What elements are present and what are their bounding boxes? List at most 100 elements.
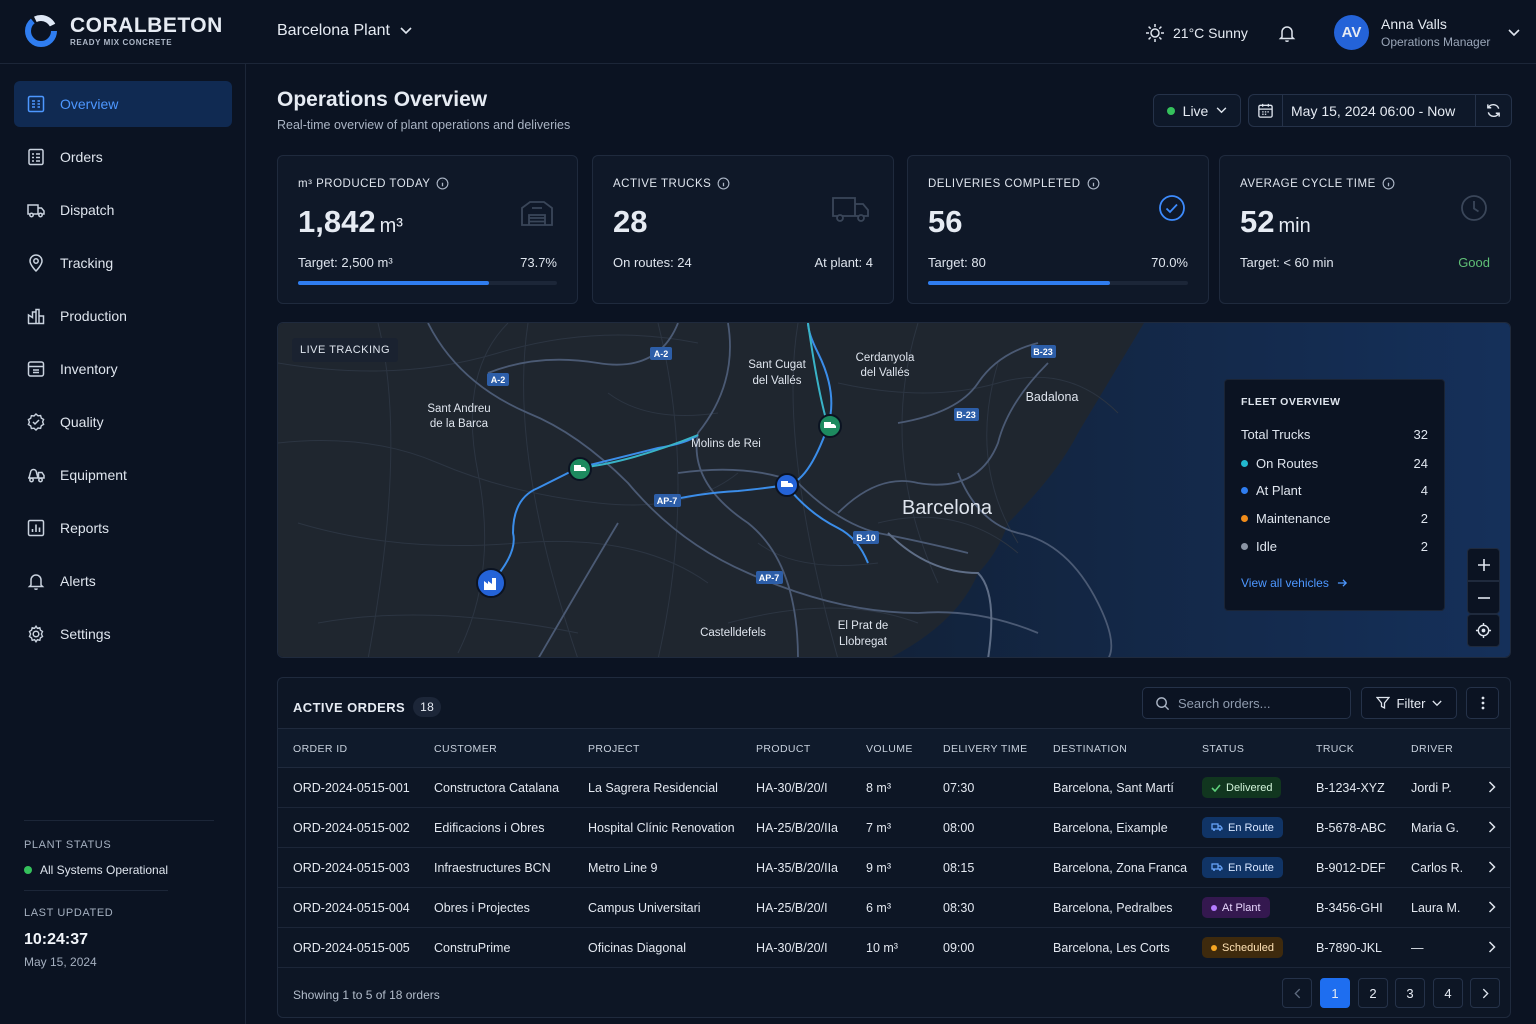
cell-project: La Sagrera Residencial [588, 781, 718, 795]
column-header[interactable]: ORDER ID [293, 743, 348, 755]
sidebar-item-equipment[interactable]: Equipment [14, 452, 232, 498]
calendar-button[interactable] [1249, 95, 1283, 126]
live-mode-dropdown[interactable]: Live [1153, 94, 1241, 127]
view-all-vehicles-link[interactable]: View all vehicles [1241, 576, 1348, 590]
live-tracking-map[interactable]: Sant Andreu de la Barca Sant Cugat del V… [277, 322, 1511, 658]
cell-customer: Edificacions i Obres [434, 821, 545, 835]
column-header[interactable]: DELIVERY TIME [943, 743, 1028, 755]
plant-status-panel: PLANT STATUS All Systems Operational LAS… [24, 820, 214, 969]
table-row[interactable]: ORD-2024-0515-005 ConstruPrime Oficinas … [278, 928, 1510, 968]
live-tracking-tag: LIVE TRACKING [292, 338, 399, 362]
pagination-page-2[interactable]: 2 [1358, 978, 1388, 1008]
orders-count-badge: 18 [413, 697, 442, 717]
plant-marker[interactable] [476, 568, 506, 598]
user-menu[interactable]: AV Anna Valls Operations Manager [1334, 15, 1520, 50]
kpi-card-deliveries[interactable]: DELIVERIES COMPLETED 56 Target: 80 70.0% [907, 155, 1209, 304]
cell-driver: Maria G. [1411, 821, 1459, 835]
pagination-page-3[interactable]: 3 [1395, 978, 1425, 1008]
search-placeholder: Search orders... [1178, 695, 1271, 711]
user-role: Operations Manager [1381, 35, 1491, 49]
city-ring [887, 532, 993, 657]
cell-order-id: ORD-2024-0515-001 [293, 781, 410, 795]
sidebar-item-alerts[interactable]: Alerts [14, 558, 232, 604]
sidebar-item-production[interactable]: Production [14, 293, 232, 339]
zoom-in-button[interactable] [1467, 548, 1500, 581]
cell-project: Oficinas Diagonal [588, 941, 686, 955]
plant-name: Barcelona Plant [277, 22, 390, 39]
sidebar-item-inventory[interactable]: Inventory [14, 346, 232, 392]
column-header[interactable]: CUSTOMER [434, 743, 498, 755]
cell-order-id: ORD-2024-0515-002 [293, 821, 410, 835]
column-header[interactable]: DRIVER [1411, 743, 1454, 755]
kpi-card-produced[interactable]: m³ PRODUCED TODAY 1,842 m³ Target: 2,500 … [277, 155, 578, 304]
column-header[interactable]: VOLUME [866, 743, 913, 755]
brand-tagline: READY MIX CONCRETE [70, 37, 173, 47]
plant-selector[interactable]: Barcelona Plant [277, 22, 412, 40]
status-badge-at-plant: At Plant [1202, 897, 1270, 918]
locate-button[interactable] [1467, 614, 1500, 647]
kpi-value: 52 min [1240, 204, 1311, 240]
column-header[interactable]: PROJECT [588, 743, 640, 755]
sidebar-item-dispatch[interactable]: Dispatch [14, 187, 232, 233]
fleet-label-wrap: Maintenance [1241, 511, 1330, 526]
column-header[interactable]: STATUS [1202, 743, 1245, 755]
kpi-unit: m³ [379, 215, 403, 237]
sidebar-item-orders[interactable]: Orders [14, 134, 232, 180]
sidebar-item-reports[interactable]: Reports [14, 505, 232, 551]
truck-marker-green-1[interactable] [568, 457, 592, 481]
sidebar-item-tracking[interactable]: Tracking [14, 240, 232, 286]
plant-status-value: All Systems Operational [24, 863, 214, 877]
kpi-card-active-trucks[interactable]: ACTIVE TRUCKS 28 On routes: 24 At plant:… [592, 155, 894, 304]
table-row[interactable]: ORD-2024-0515-002 Edificacions i Obres H… [278, 808, 1510, 848]
zoom-out-button[interactable] [1467, 581, 1500, 614]
refresh-button[interactable] [1475, 95, 1511, 126]
notifications-button[interactable] [1277, 23, 1297, 48]
pagination-page-4[interactable]: 4 [1433, 978, 1463, 1008]
brand[interactable]: CORALBETON READY MIX CONCRETE [24, 14, 223, 48]
filter-icon [1375, 696, 1390, 710]
column-header[interactable]: TRUCK [1316, 743, 1355, 755]
sun-icon [1146, 24, 1164, 42]
plant-status-label: PLANT STATUS [24, 839, 112, 851]
refresh-icon [1487, 103, 1500, 118]
status-badge-en-route: En Route [1202, 857, 1283, 878]
search-orders-input[interactable]: Search orders... [1142, 687, 1351, 719]
sidebar-item-overview[interactable]: Overview [14, 81, 232, 127]
sidebar-item-label: Tracking [60, 255, 114, 271]
chevron-right-icon[interactable] [1488, 901, 1496, 913]
pagination-prev-button[interactable] [1282, 978, 1312, 1008]
kpi-target: Target: 2,500 m³ [298, 255, 393, 270]
cell-destination: Barcelona, Pedralbes [1053, 901, 1173, 915]
cell-truck: B-3456-GHI [1316, 901, 1383, 915]
kpi-card-cycle-time[interactable]: AVERAGE CYCLE TIME 52 min Target: < 60 mi… [1219, 155, 1511, 304]
cell-delivery-time: 08:00 [943, 821, 975, 835]
truck-marker-blue[interactable] [775, 473, 799, 497]
info-icon[interactable] [1382, 177, 1395, 190]
sidebar-item-quality[interactable]: Quality [14, 399, 232, 445]
truck-marker-green-2[interactable] [818, 414, 842, 438]
more-options-button[interactable] [1466, 687, 1499, 719]
place-label: Sant Andreu [427, 403, 490, 415]
column-header[interactable]: DESTINATION [1053, 743, 1128, 755]
chevron-right-icon[interactable] [1488, 821, 1496, 833]
info-icon[interactable] [1087, 177, 1100, 190]
info-icon[interactable] [436, 177, 449, 190]
chevron-right-icon[interactable] [1488, 941, 1496, 953]
divider [24, 890, 168, 891]
pagination-next-button[interactable] [1470, 978, 1500, 1008]
column-header[interactable]: PRODUCT [756, 743, 811, 755]
sidebar-nav: Overview Orders Dispatch Tracking Produc… [14, 81, 232, 664]
table-row[interactable]: ORD-2024-0515-001 Constructora Catalana … [278, 768, 1510, 808]
info-icon[interactable] [717, 177, 730, 190]
chevron-left-icon [1293, 988, 1300, 998]
pagination-page-1[interactable]: 1 [1320, 978, 1350, 1008]
table-row[interactable]: ORD-2024-0515-004 Obres i Projectes Camp… [278, 888, 1510, 928]
date-range-picker[interactable]: May 15, 2024 06:00 - Now [1248, 94, 1512, 127]
fleet-row-maintenance: Maintenance 2 [1241, 511, 1428, 526]
table-row[interactable]: ORD-2024-0515-003 Infraestructures BCN M… [278, 848, 1510, 888]
sidebar-item-settings[interactable]: Settings [14, 611, 232, 657]
filter-button[interactable]: Filter [1361, 687, 1457, 719]
chevron-right-icon[interactable] [1488, 781, 1496, 793]
road-label: B-10 [856, 533, 876, 543]
chevron-right-icon[interactable] [1488, 861, 1496, 873]
